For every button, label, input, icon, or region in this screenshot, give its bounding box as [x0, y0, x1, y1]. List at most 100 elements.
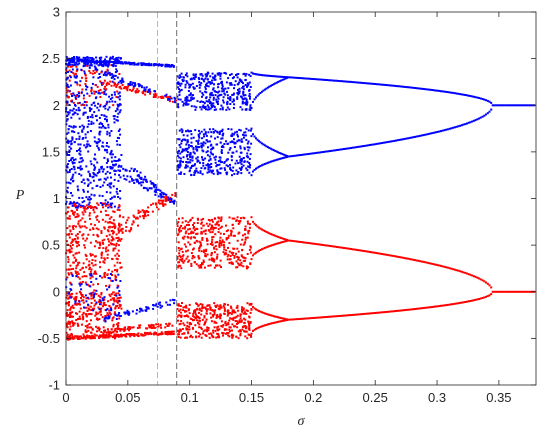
data-point	[76, 63, 79, 66]
data-point	[212, 235, 215, 238]
data-point	[277, 316, 280, 319]
data-point	[108, 63, 111, 66]
data-point	[348, 80, 351, 83]
data-point	[393, 310, 396, 313]
data-point	[106, 142, 108, 144]
data-point	[140, 333, 143, 336]
data-point	[84, 294, 87, 297]
data-point	[242, 92, 245, 95]
data-point	[149, 92, 151, 95]
data-point	[65, 314, 68, 317]
data-point	[401, 256, 404, 259]
data-point	[256, 309, 259, 312]
data-point	[237, 250, 240, 253]
data-point	[65, 87, 68, 89]
data-point	[191, 155, 194, 158]
data-point	[131, 310, 134, 313]
data-point	[187, 232, 190, 235]
data-point	[92, 296, 95, 299]
data-point	[218, 131, 221, 134]
data-point	[102, 105, 105, 108]
data-point	[98, 327, 101, 330]
data-point	[471, 120, 474, 123]
data-point	[93, 168, 96, 171]
data-point	[81, 130, 84, 133]
data-point	[136, 309, 138, 312]
data-point	[80, 299, 83, 302]
data-point	[336, 149, 339, 151]
data-point	[200, 142, 203, 145]
data-point	[199, 303, 202, 306]
data-point	[84, 146, 87, 149]
data-point	[421, 87, 423, 90]
data-point	[238, 78, 241, 81]
data-point	[213, 309, 215, 312]
data-point	[224, 303, 226, 306]
data-point	[391, 310, 394, 313]
data-point	[205, 108, 207, 111]
data-point	[377, 252, 380, 255]
data-point	[393, 84, 396, 87]
data-point	[218, 133, 221, 135]
data-point	[213, 311, 216, 314]
data-point	[213, 83, 215, 86]
data-point	[203, 315, 206, 318]
data-point	[235, 323, 238, 325]
data-point	[69, 321, 72, 323]
data-point	[198, 335, 200, 338]
data-point	[455, 92, 458, 95]
data-point	[66, 227, 69, 230]
data-point	[73, 256, 76, 259]
data-point	[116, 314, 119, 317]
data-point	[82, 335, 85, 338]
data-point	[88, 70, 91, 72]
data-point	[441, 304, 444, 307]
data-point	[467, 300, 470, 303]
data-point	[386, 253, 389, 256]
data-point	[303, 153, 306, 156]
data-point	[105, 250, 108, 253]
data-point	[189, 92, 192, 95]
data-point	[145, 332, 148, 335]
data-point	[104, 172, 107, 175]
data-point	[96, 172, 99, 175]
data-point	[280, 317, 283, 320]
data-point	[79, 317, 82, 320]
data-point	[180, 314, 183, 317]
data-point	[175, 99, 177, 102]
data-point	[121, 231, 124, 234]
data-point	[197, 141, 200, 144]
data-point	[69, 201, 72, 204]
data-point	[256, 250, 259, 253]
data-point	[103, 330, 106, 333]
data-point	[215, 223, 218, 226]
data-point	[229, 330, 231, 333]
data-point	[140, 176, 143, 179]
data-point	[322, 316, 325, 319]
data-point	[206, 330, 209, 333]
data-point	[306, 241, 309, 244]
data-point	[111, 226, 114, 229]
data-point	[246, 220, 249, 223]
data-point	[177, 98, 180, 101]
data-point	[82, 178, 85, 181]
data-point	[248, 328, 251, 331]
data-point	[209, 306, 212, 309]
data-point	[313, 242, 316, 245]
data-point	[99, 266, 102, 269]
data-point	[95, 207, 98, 210]
data-point	[157, 188, 160, 191]
data-point	[94, 259, 97, 262]
data-point	[214, 241, 217, 244]
data-point	[113, 164, 116, 167]
data-point	[259, 141, 262, 144]
data-point	[65, 132, 68, 135]
data-point	[82, 64, 85, 67]
data-point	[144, 90, 147, 93]
data-point	[185, 95, 188, 98]
data-point	[241, 326, 244, 328]
data-point	[110, 235, 113, 238]
data-point	[243, 72, 246, 75]
data-point	[249, 75, 252, 78]
data-point	[106, 68, 109, 71]
